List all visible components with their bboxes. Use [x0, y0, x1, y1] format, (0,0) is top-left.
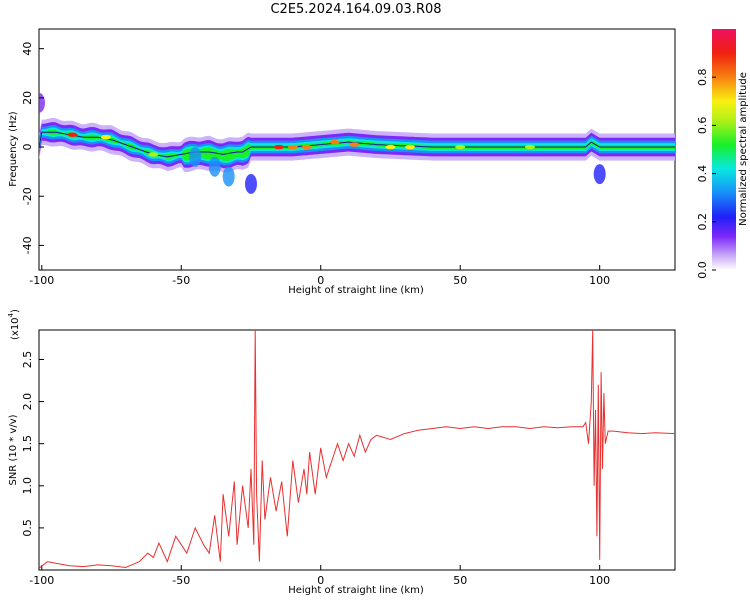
heatmap-x-tick-label: 100 — [589, 274, 610, 287]
spectrogram-hotspot — [524, 144, 535, 150]
spectrogram-blob — [208, 156, 221, 177]
snr-x-tick-label: -50 — [172, 574, 190, 587]
snr-y-axis-label: SNR (10 * v/v) — [8, 414, 19, 485]
snr-x-tick-label: -100 — [29, 574, 54, 587]
heatmap-x-tick-label: -100 — [29, 274, 54, 287]
spectrogram-hotspot — [329, 139, 340, 145]
spectrogram-chart: -100 -50 0 50 100 -40 -20 0 20 40 Height of strai… — [8, 28, 749, 296]
snr-x-tick-label: 100 — [589, 574, 610, 587]
snr-x-tick-label: 0 — [317, 574, 324, 587]
heatmap-x-tick-label: 50 — [453, 274, 467, 287]
snr-x-axis-label: Height of straight line (km) — [288, 585, 424, 596]
snr-y-tick-label: 0.5 — [21, 519, 34, 537]
snr-y-tick-label: 1.0 — [21, 477, 34, 495]
colorbar-label: Normalized spectral amplitude — [738, 72, 749, 226]
spectrogram-blob — [245, 173, 257, 194]
spectrogram-hotspot — [301, 144, 312, 150]
colorbar-tick-label: 0.2 — [696, 213, 709, 231]
snr-y-tick-label: 2.0 — [21, 393, 34, 411]
spectrogram-hotspot — [455, 144, 466, 150]
heatmap-y-tick-label: -20 — [21, 187, 34, 205]
spectrogram-hotspot — [349, 142, 360, 147]
spectrogram-hotspot — [405, 144, 415, 150]
spectrogram-hotspot — [385, 144, 396, 150]
heatmap-y-tick-label: 40 — [21, 42, 34, 56]
colorbar-tick-label: 0.6 — [696, 117, 709, 134]
spectrogram-blob — [189, 146, 202, 167]
heatmap-y-axis-label: Frequency (Hz) — [8, 111, 19, 187]
snr-plot-frame — [38, 329, 676, 571]
spectrogram-blob — [593, 164, 606, 185]
snr-y-tick-label: 2.5 — [21, 351, 34, 369]
heatmap-y-tick-label: 0 — [21, 144, 34, 151]
snr-multiplier-label: (x104) — [7, 309, 21, 340]
page-title: C2E5.2024.164.09.03.R08 — [270, 2, 442, 17]
spectrogram-hotspot — [287, 144, 298, 150]
colorbar — [712, 29, 736, 270]
snr-y-tick-label: 1.5 — [21, 435, 34, 453]
svg-text:(x104): (x104) — [7, 309, 21, 340]
spectrogram-hotspot — [67, 132, 78, 137]
colorbar-tick-label: 0.4 — [696, 165, 709, 183]
spectrogram-hotspot — [100, 135, 111, 140]
colorbar-tick-label: 0.0 — [696, 261, 709, 279]
snr-x-tick-label: 50 — [453, 574, 467, 587]
heatmap-y-tick-label: -40 — [21, 236, 34, 254]
spectrogram-blob — [222, 166, 235, 187]
heatmap-x-tick-label: 0 — [317, 274, 324, 287]
spectrogram-hotspot — [273, 144, 284, 150]
heatmap-y-tick-label: 20 — [21, 91, 34, 105]
colorbar-tick-label: 0.8 — [696, 68, 709, 86]
spectrogram-hotspot — [148, 152, 159, 157]
snr-series-line — [39, 330, 675, 569]
heatmap-x-axis-label: Height of straight line (km) — [288, 285, 424, 296]
heatmap-x-tick-label: -50 — [172, 274, 190, 287]
